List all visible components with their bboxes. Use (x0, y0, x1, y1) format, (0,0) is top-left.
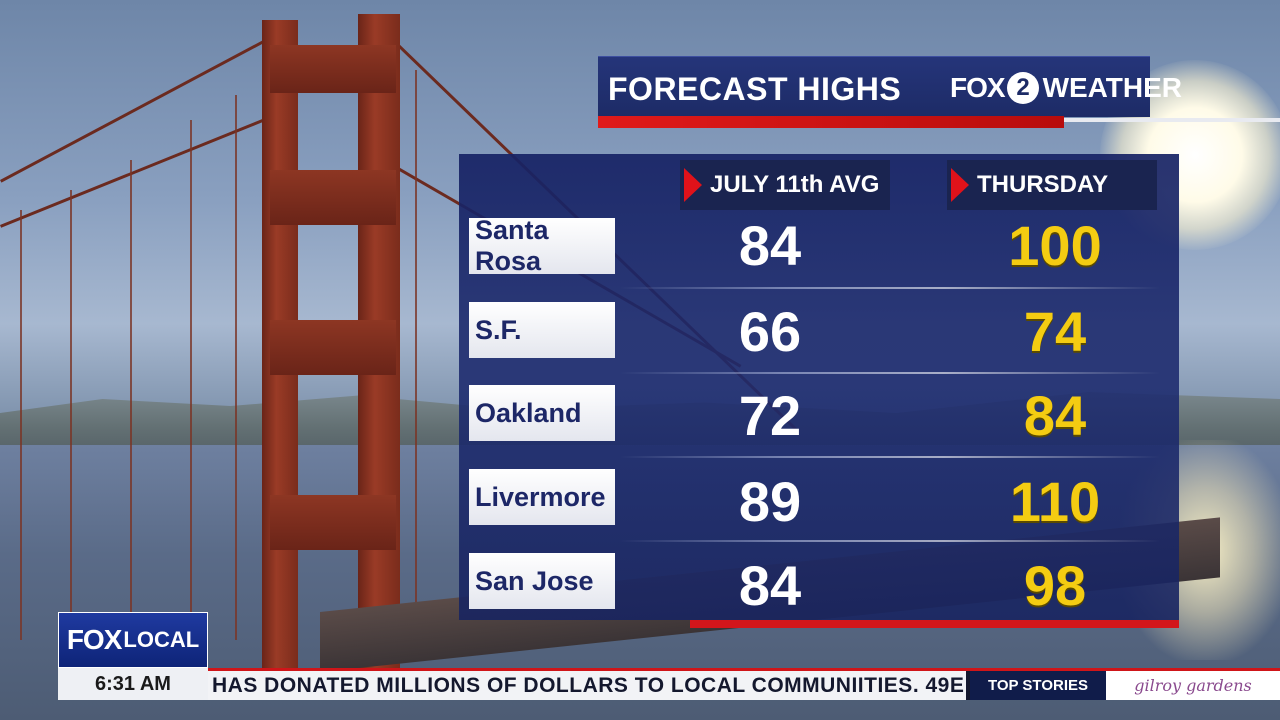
main-cable-left (0, 39, 267, 183)
panel-accent-bar (690, 620, 1179, 628)
fox-local-local-text: LOCAL (123, 627, 200, 652)
fox-local-fox-text: FOX (66, 624, 123, 655)
avg-value: 89 (738, 470, 802, 533)
avg-value: 66 (738, 300, 802, 363)
tower-crossbar (270, 320, 396, 375)
avg-value: 84 (738, 214, 802, 277)
city-label: San Jose (469, 553, 615, 609)
logo-two-badge: 2 (1006, 72, 1039, 104)
title-bar: FORECAST HIGHS (598, 56, 1150, 117)
tower-crossbar (270, 45, 396, 93)
thursday-value: 110 (1009, 470, 1101, 533)
hanger (190, 120, 192, 640)
city-label: Livermore (469, 469, 615, 525)
city-label: S.F. (469, 302, 615, 358)
ticker-accent-bar (208, 668, 1280, 671)
clock: 6:31 AM (58, 668, 208, 700)
thursday-value: 98 (1023, 554, 1087, 617)
hanger (20, 210, 22, 640)
hanger (235, 95, 237, 640)
page-title: FORECAST HIGHS (608, 71, 902, 107)
ticker-divider (966, 671, 970, 700)
hanger (130, 160, 132, 640)
hanger (415, 70, 417, 630)
column-header-thursday: THURSDAY (947, 160, 1157, 210)
column-header-avg: JULY 11th AVG (680, 160, 890, 210)
sponsor-logo: gilroy gardens (1106, 671, 1280, 700)
row-divider (620, 456, 1160, 458)
logo-fox-text: FOX (950, 72, 1006, 103)
tower-crossbar (270, 495, 396, 550)
row-divider (620, 540, 1160, 542)
thursday-value: 100 (1008, 214, 1102, 277)
avg-value: 84 (738, 554, 802, 617)
column-header-avg-label: JULY 11th AVG (710, 171, 880, 198)
fox-local-logo: FOX LOCAL (58, 612, 208, 668)
logo-weather-text: WEATHER (1042, 72, 1183, 103)
hanger (70, 190, 72, 640)
row-divider (620, 372, 1160, 374)
thursday-value: 84 (1023, 384, 1087, 447)
city-label: Santa Rosa (469, 215, 615, 276)
fox2-weather-logo: FOX 2 WEATHER (950, 70, 1182, 106)
column-header-thursday-label: THURSDAY (977, 171, 1109, 198)
row-divider (620, 287, 1160, 289)
red-arrow-icon (951, 168, 969, 202)
top-stories-label: TOP STORIES (970, 671, 1106, 700)
news-ticker: HAS DONATED MILLIONS OF DOLLARS TO LOCAL… (208, 671, 970, 700)
tower-crossbar (270, 170, 396, 225)
city-label: Oakland (469, 385, 615, 441)
title-accent-bar (598, 116, 1064, 128)
avg-value: 72 (738, 384, 802, 447)
title-accent-line (1064, 118, 1280, 122)
main-cable-left-2 (0, 112, 280, 228)
thursday-value: 74 (1023, 300, 1087, 363)
red-arrow-icon (684, 168, 702, 202)
